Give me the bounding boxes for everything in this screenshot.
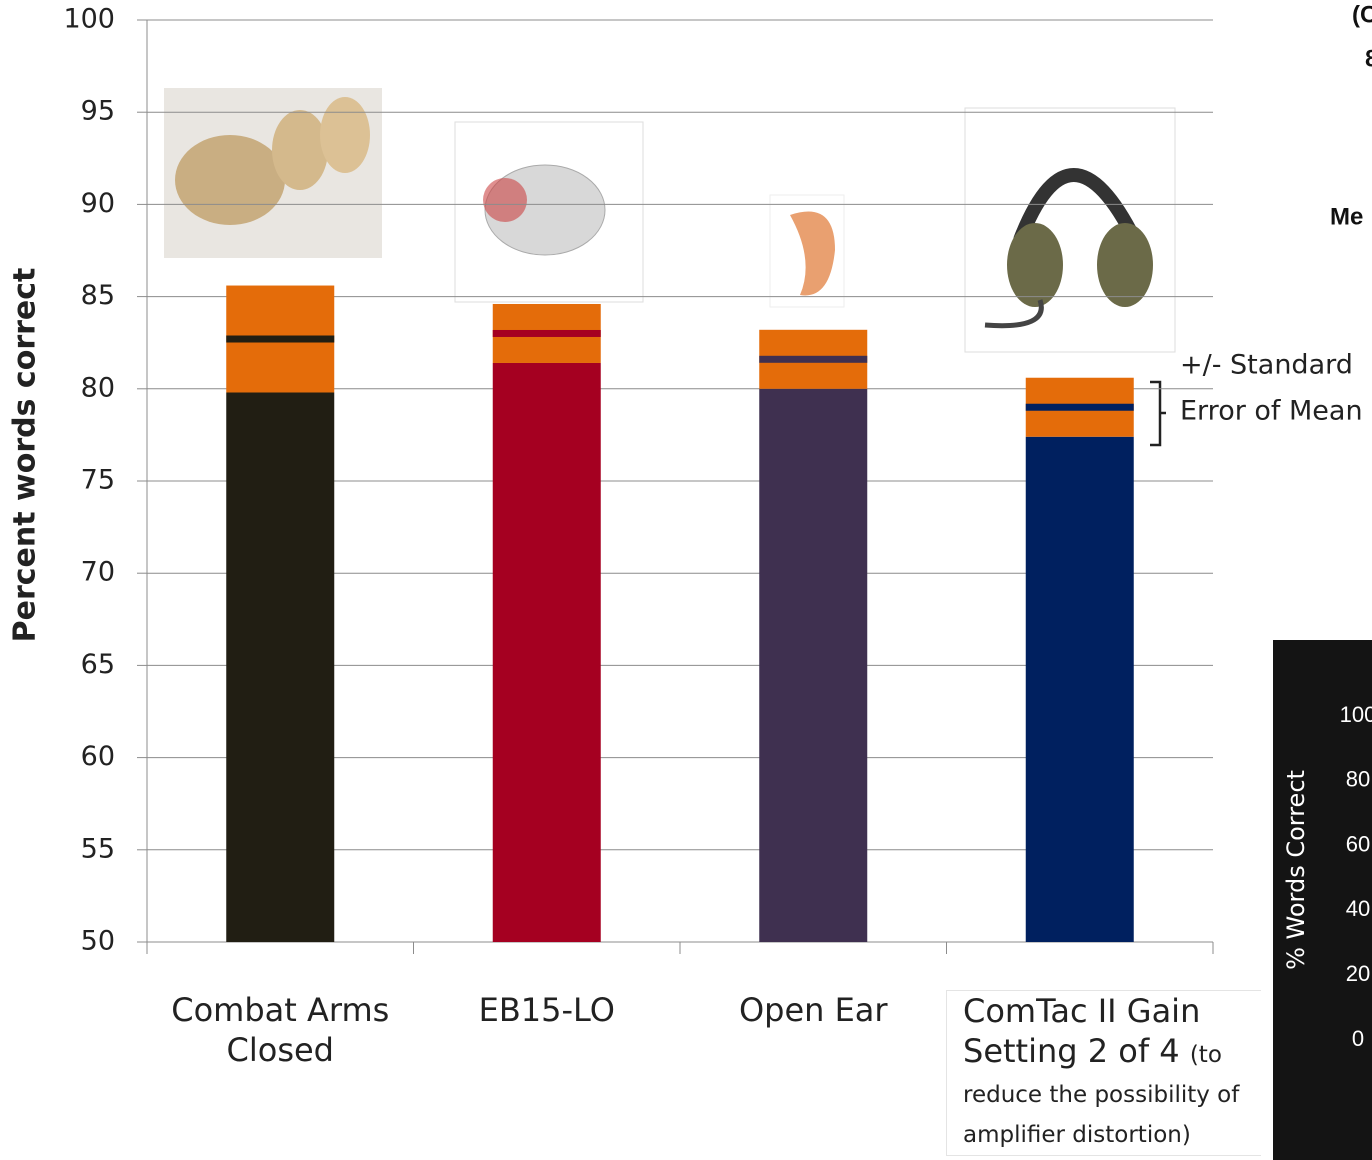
y-axis-label: % Words Correct bbox=[1282, 770, 1310, 970]
y-axis-label: Percent words correct bbox=[8, 268, 43, 643]
cropped-text: 8 bbox=[1365, 45, 1372, 72]
y-tick-label: 20 bbox=[1346, 961, 1370, 986]
category-note: (to reduce the possibility of amplifier … bbox=[963, 1042, 1240, 1148]
annotation: +/- Standard bbox=[1180, 350, 1353, 381]
y-tick-label: 65 bbox=[81, 649, 115, 680]
y-tick-label: 60 bbox=[1346, 831, 1370, 856]
x-tick-label: Open Ear bbox=[738, 991, 888, 1029]
y-tick-label: 60 bbox=[81, 741, 115, 772]
mean-line bbox=[226, 335, 335, 343]
y-tick-label: 80 bbox=[81, 372, 115, 403]
y-tick-label: 80 bbox=[1346, 767, 1370, 792]
y-tick-label: 0 bbox=[1352, 1026, 1364, 1051]
bar bbox=[226, 392, 335, 942]
y-tick-label: 40 bbox=[1346, 896, 1370, 921]
cropped-text: Me bbox=[1330, 203, 1363, 230]
bar bbox=[1025, 436, 1134, 942]
mean-line bbox=[492, 329, 601, 337]
x-tick-label: ComTac II Gain Setting 2 of 4 (to reduce… bbox=[946, 990, 1261, 1156]
product-image bbox=[769, 194, 845, 308]
y-tick-label: 100 bbox=[63, 4, 115, 35]
y-tick-label: 70 bbox=[81, 557, 115, 588]
bracket bbox=[1150, 380, 1166, 447]
y-tick-label: 75 bbox=[81, 465, 115, 496]
product-image bbox=[454, 121, 644, 303]
annotation: Error of Mean bbox=[1180, 396, 1363, 427]
y-tick-label: 85 bbox=[81, 280, 115, 311]
y-tick-label: 100 bbox=[1340, 702, 1372, 727]
y-tick-label: 90 bbox=[81, 188, 115, 219]
side-panel bbox=[1273, 640, 1372, 1160]
cropped-text: (C bbox=[1352, 1, 1372, 28]
bar bbox=[492, 362, 601, 942]
y-tick-label: 95 bbox=[81, 96, 115, 127]
y-tick-label: 50 bbox=[81, 926, 115, 957]
mean-line bbox=[1025, 403, 1134, 411]
x-tick-label: Combat Arms Closed bbox=[171, 991, 390, 1069]
mean-line bbox=[759, 355, 868, 363]
product-image bbox=[964, 107, 1176, 353]
y-tick-label: 55 bbox=[81, 833, 115, 864]
bar bbox=[759, 388, 868, 942]
product-image bbox=[164, 88, 382, 258]
x-tick-label: EB15-LO bbox=[478, 991, 615, 1029]
